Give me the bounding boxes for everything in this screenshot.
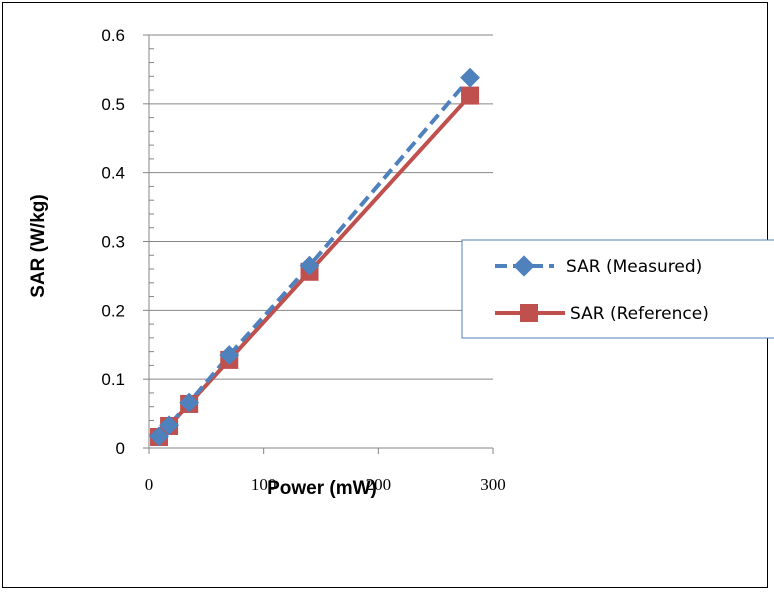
x-tick-label-3: 300 [480, 475, 506, 494]
y-tick-label-6: 0.6 [101, 26, 125, 45]
series-line-0 [157, 76, 472, 438]
x-tick-labels: 0 100 200 300 [145, 475, 506, 494]
point-0-4 [299, 255, 320, 276]
point-0-0 [149, 426, 169, 447]
gridlines [149, 34, 493, 380]
legend-label-measured: SAR (Measured) [566, 257, 702, 277]
y-tick-label-3: 0.3 [101, 233, 125, 252]
legend-item-reference: SAR (Reference) [495, 304, 709, 324]
legend-marker-reference [520, 304, 538, 322]
y-tick-label-2: 0.2 [101, 301, 125, 320]
legend-label-reference: SAR (Reference) [570, 304, 709, 324]
legend-marker-measured [513, 255, 535, 277]
point-0-1 [159, 415, 179, 436]
y-tick-label-0: 0 [116, 439, 125, 458]
legend-box [461, 239, 774, 339]
y-tick-labels: 0 0.1 0.2 0.3 0.4 0.5 0.6 [101, 26, 125, 458]
point-1-5 [461, 86, 480, 105]
legend: SAR (Measured) SAR (Reference) [461, 239, 774, 339]
point-0-3 [219, 345, 240, 365]
y-tick-label-5: 0.5 [101, 95, 125, 114]
x-tick-label-2: 200 [366, 475, 392, 494]
legend-item-measured: SAR (Measured) [495, 255, 702, 277]
axes [143, 34, 494, 454]
y-tick-label-1: 0.1 [101, 370, 125, 389]
x-tick-label-1: 100 [251, 475, 277, 494]
point-0-2 [179, 392, 200, 413]
x-tick-label-0: 0 [145, 475, 154, 494]
x-axis-title: Power (mW) [267, 478, 377, 499]
point-0-5 [460, 67, 480, 88]
series-layer [149, 67, 480, 447]
y-axis-title: SAR (W/kg) [28, 194, 49, 297]
y-tick-label-4: 0.4 [101, 164, 125, 183]
